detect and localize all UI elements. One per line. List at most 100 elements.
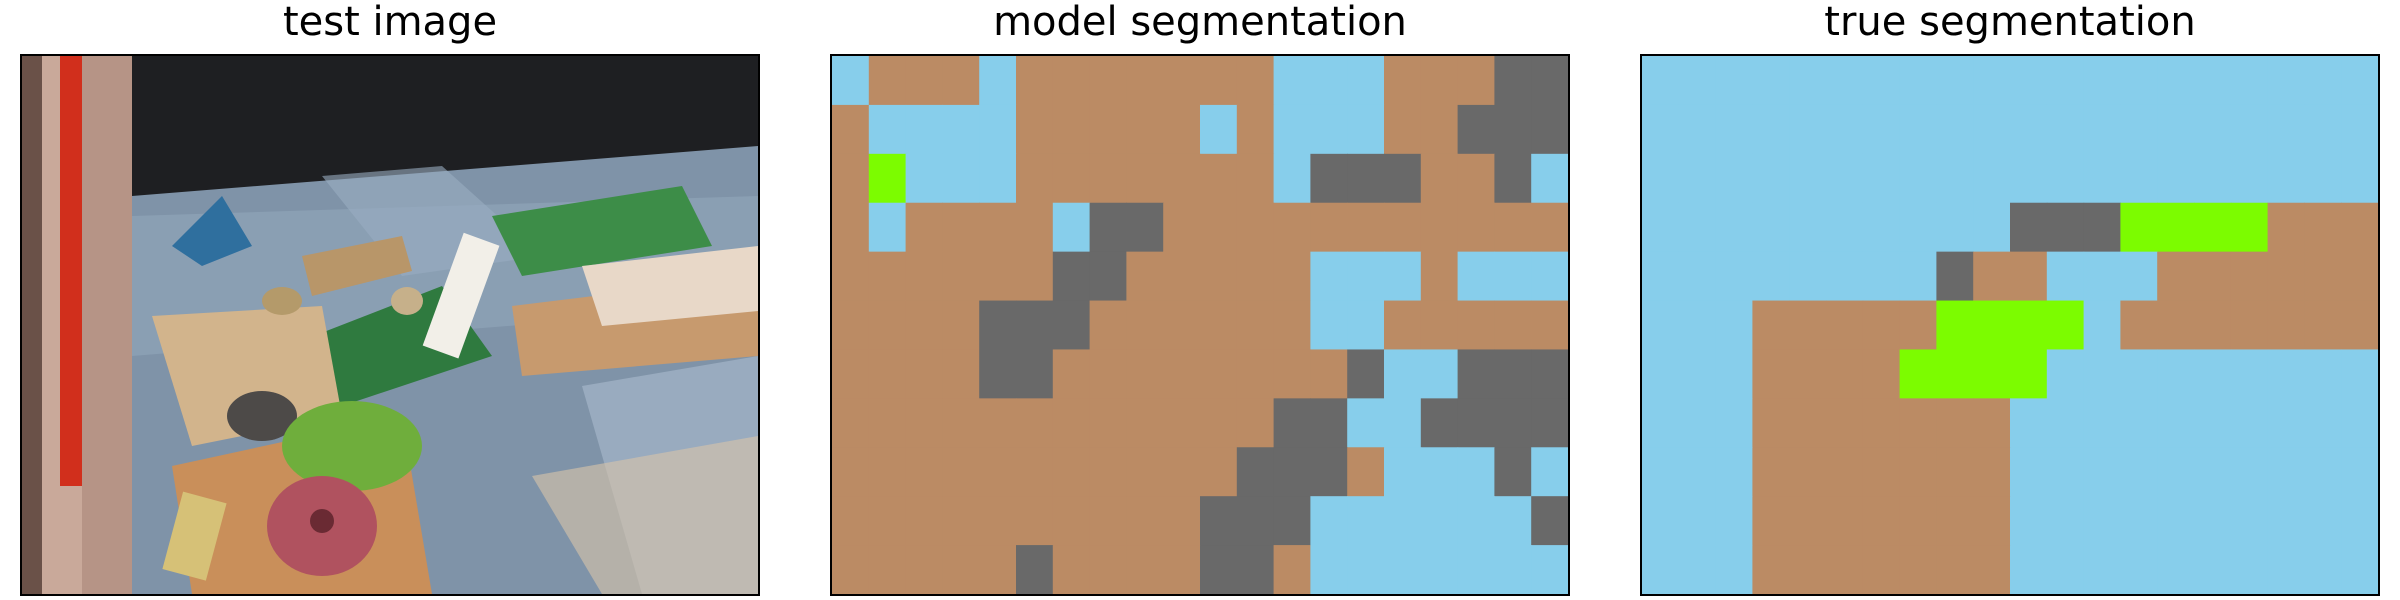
model-segmentation-cell (1236, 202, 1275, 253)
true-segmentation-cell (1973, 496, 2011, 546)
true-segmentation-cell (2083, 56, 2121, 106)
true-segmentation-cell (1642, 153, 1680, 204)
true-segmentation-cell (1936, 447, 1974, 497)
model-segmentation-cell (905, 300, 943, 351)
model-segmentation-cell (1273, 153, 1311, 204)
model-segmentation-cell (905, 447, 943, 497)
true-segmentation-cell (1936, 398, 1974, 448)
true-segmentation-cell (2083, 349, 2121, 399)
true-segmentation-cell (1789, 153, 1827, 204)
model-segmentation-cell (1200, 104, 1238, 155)
true-segmentation-cell (2304, 496, 2342, 546)
true-segmentation-cell (2341, 153, 2378, 204)
model-segmentation-cell (1016, 56, 1054, 106)
true-segmentation-cell (2230, 545, 2269, 594)
model-segmentation-cell (979, 496, 1017, 546)
model-segmentation-cell (1420, 104, 1459, 155)
model-segmentation-cell (1236, 349, 1275, 399)
model-segmentation-cell (1016, 545, 1054, 594)
true-segmentation-cell (2157, 349, 2195, 399)
true-segmentation-cell (2157, 251, 2195, 302)
true-segmentation-cell (2230, 202, 2269, 253)
true-segmentation-cell (2157, 398, 2195, 448)
true-segmentation-cell (1826, 153, 1864, 204)
true-segmentation-cell (1678, 104, 1717, 155)
model-segmentation-cell (942, 447, 980, 497)
model-segmentation-cell (1016, 104, 1054, 155)
true-segmentation-cell (1973, 153, 2011, 204)
true-segmentation-cell (2194, 545, 2232, 594)
true-segmentation-cell (2083, 251, 2121, 302)
model-segmentation-cell (868, 56, 907, 106)
model-segmentation-cell (1420, 153, 1459, 204)
true-segmentation-cell (2194, 202, 2232, 253)
true-segmentation-cell (2010, 104, 2048, 155)
true-segmentation-cell (1862, 56, 1901, 106)
model-segmentation-cell (1200, 545, 1238, 594)
model-segmentation-cell (1052, 300, 1091, 351)
model-segmentation-cell (1016, 447, 1054, 497)
model-segmentation-cell (1236, 545, 1275, 594)
model-segmentation-cell (1089, 349, 1127, 399)
true-segmentation-cell (1862, 398, 1901, 448)
model-segmentation-cell (832, 56, 870, 106)
true-segmentation-cell (1752, 56, 1790, 106)
true-segmentation-cell (1789, 349, 1827, 399)
true-segmentation-cell (1752, 153, 1790, 204)
model-segmentation-cell (1273, 104, 1311, 155)
true-segmentation-cell (1678, 447, 1717, 497)
true-segmentation-cell (1862, 545, 1901, 594)
model-segmentation-cell (832, 496, 870, 546)
model-segmentation-cell (1200, 398, 1238, 448)
model-segmentation-cell (942, 202, 980, 253)
model-segmentation-cell (905, 153, 943, 204)
true-segmentation-cell (1973, 56, 2011, 106)
model-segmentation-cell (1273, 545, 1311, 594)
model-segmentation-cell (1531, 56, 1568, 106)
true-segmentation-cell (2304, 251, 2342, 302)
true-segmentation-cell (2304, 447, 2342, 497)
true-segmentation-cell (2083, 104, 2121, 155)
model-segmentation-cell (832, 447, 870, 497)
true-segmentation-cell (2230, 349, 2269, 399)
model-segmentation-cell (1494, 56, 1532, 106)
true-segmentation-cell (2267, 545, 2305, 594)
model-segmentation-cell (1200, 496, 1238, 546)
true-segmentation-cell (2046, 398, 2085, 448)
model-segmentation-cell (832, 349, 870, 399)
true-segmentation-cell (2083, 153, 2121, 204)
model-segmentation-cell (1089, 398, 1127, 448)
true-segmentation-cell (2120, 300, 2158, 351)
true-segmentation-cell (1936, 56, 1974, 106)
true-segmentation-cell (2046, 153, 2085, 204)
true-segmentation-frame (1640, 54, 2380, 596)
model-segmentation-cell (905, 104, 943, 155)
model-segmentation-cell (1273, 349, 1311, 399)
model-segmentation-cell (1016, 496, 1054, 546)
true-segmentation-cell (2120, 202, 2158, 253)
model-segmentation-cell (905, 251, 943, 302)
true-segmentation-cell (1899, 496, 1937, 546)
model-segmentation-cell (1089, 300, 1127, 351)
model-segmentation-cell (1052, 447, 1091, 497)
true-segmentation-cell (2046, 349, 2085, 399)
true-segmentation-cell (1678, 251, 1717, 302)
model-segmentation-cell (1163, 56, 1201, 106)
model-segmentation-cell (942, 104, 980, 155)
true-segmentation-cell (2230, 251, 2269, 302)
true-segmentation-cell (1899, 447, 1937, 497)
panel-title: true segmentation (1824, 0, 2196, 45)
true-segmentation-cell (2341, 398, 2378, 448)
true-segmentation-cell (2046, 447, 2085, 497)
true-segmentation-cell (1752, 496, 1790, 546)
model-segmentation-cell (832, 300, 870, 351)
model-segmentation-cell (1310, 300, 1348, 351)
model-segmentation-cell (1531, 104, 1568, 155)
true-segmentation-cell (1826, 56, 1864, 106)
true-segmentation-cell (1973, 398, 2011, 448)
model-segmentation-cell (1126, 153, 1164, 204)
model-segmentation-cell (1273, 300, 1311, 351)
model-segmentation-cell (1089, 56, 1127, 106)
true-segmentation-cell (2010, 545, 2048, 594)
model-segmentation-cell (1420, 56, 1459, 106)
